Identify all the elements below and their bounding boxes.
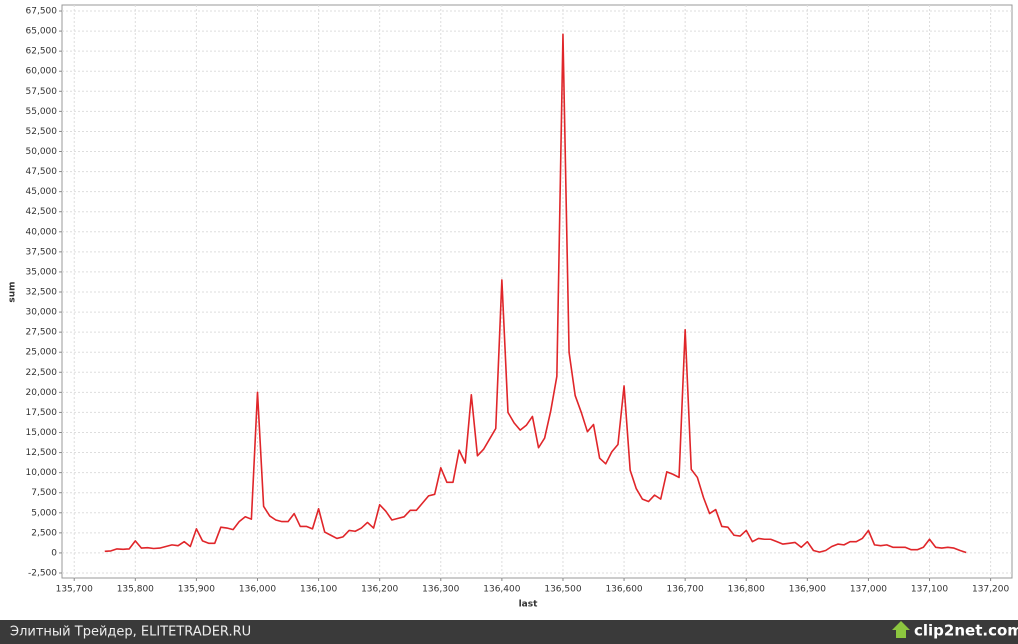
y-tick-label: 52,500 [26, 127, 58, 137]
logo-icon [892, 621, 910, 638]
x-tick-label: 137,200 [972, 585, 1009, 595]
plot-area [61, 4, 1013, 579]
y-tick-label: 27,500 [26, 328, 58, 338]
footer-logo[interactable]: clip2net.com [914, 622, 1018, 640]
x-axis-label: last [519, 600, 539, 610]
y-tick-label: 0 [51, 548, 57, 558]
y-tick-label: 37,500 [26, 247, 58, 257]
y-tick-label: 60,000 [26, 67, 58, 77]
footer-caption: Элитный Трейдер, ELITETRADER.RU [10, 625, 251, 640]
x-tick-label: 136,500 [544, 585, 581, 595]
x-tick-label: 135,800 [117, 585, 154, 595]
x-tick-label: 136,600 [605, 585, 642, 595]
y-tick-label: 7,500 [31, 488, 57, 498]
x-tick-label: 136,900 [789, 585, 826, 595]
y-tick-label: 15,000 [26, 428, 58, 438]
y-tick-label: 12,500 [26, 448, 58, 458]
y-tick-label: 22,500 [26, 368, 58, 378]
x-tick-label: 137,100 [911, 585, 948, 595]
y-tick-label: 62,500 [26, 47, 58, 57]
y-tick-label: 35,000 [26, 267, 58, 277]
y-tick-label: 25,000 [26, 348, 58, 358]
x-tick-label: 135,900 [178, 585, 215, 595]
y-tick-label: 2,500 [31, 528, 57, 538]
y-tick-label: -2,500 [28, 568, 57, 578]
x-tick-label: 136,400 [483, 585, 520, 595]
y-tick-label: 5,000 [31, 508, 57, 518]
y-tick-label: 47,500 [26, 167, 58, 177]
y-tick-label: 42,500 [26, 207, 58, 217]
x-tick-label: 136,200 [361, 585, 398, 595]
footer-bar [0, 620, 1018, 644]
y-tick-label: 32,500 [26, 288, 58, 298]
x-tick-label: 137,000 [850, 585, 887, 595]
y-tick-label: 65,000 [26, 27, 58, 37]
y-tick-label: 67,500 [26, 7, 58, 17]
y-tick-label: 30,000 [26, 308, 58, 318]
x-tick-label: 136,300 [422, 585, 459, 595]
y-tick-label: 20,000 [26, 388, 58, 398]
data-line [104, 33, 967, 554]
x-tick-label: 136,000 [239, 585, 276, 595]
y-tick-label: 40,000 [26, 227, 58, 237]
y-tick-label: 10,000 [26, 468, 58, 478]
y-tick-label: 55,000 [26, 107, 58, 117]
y-axis-label: sum [8, 281, 18, 302]
x-tick-label: 136,700 [667, 585, 704, 595]
x-tick-label: 136,800 [728, 585, 765, 595]
y-tick-label: 50,000 [26, 147, 58, 157]
x-tick-label: 136,100 [300, 585, 337, 595]
y-tick-label: 57,500 [26, 87, 58, 97]
y-tick-label: 17,500 [26, 408, 58, 418]
y-tick-label: 45,000 [26, 187, 58, 197]
x-tick-label: 135,700 [56, 585, 93, 595]
